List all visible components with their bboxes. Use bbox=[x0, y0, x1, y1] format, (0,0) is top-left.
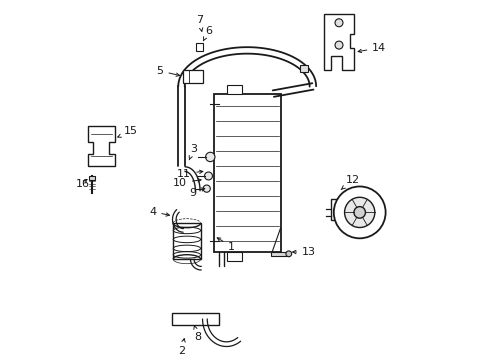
Text: 6: 6 bbox=[203, 26, 212, 41]
Polygon shape bbox=[88, 126, 115, 166]
Bar bbox=[89, 176, 95, 180]
Text: 14: 14 bbox=[357, 43, 386, 53]
Bar bbox=[271, 252, 288, 256]
Text: 9: 9 bbox=[188, 188, 204, 198]
Circle shape bbox=[203, 185, 210, 192]
Text: 10: 10 bbox=[173, 178, 201, 188]
Circle shape bbox=[204, 172, 212, 180]
Circle shape bbox=[353, 207, 365, 218]
Circle shape bbox=[285, 251, 291, 257]
Circle shape bbox=[334, 19, 342, 27]
Circle shape bbox=[334, 41, 342, 49]
Bar bbox=[330, 199, 346, 220]
Bar bbox=[172, 313, 219, 325]
Text: 3: 3 bbox=[189, 144, 197, 160]
Bar bbox=[173, 223, 200, 259]
Text: 8: 8 bbox=[193, 326, 201, 342]
Circle shape bbox=[344, 197, 374, 228]
Circle shape bbox=[333, 186, 385, 238]
Text: 7: 7 bbox=[196, 15, 203, 31]
Bar bbox=[227, 85, 241, 94]
Text: 1: 1 bbox=[217, 238, 235, 252]
Polygon shape bbox=[323, 14, 354, 70]
Text: 16: 16 bbox=[76, 179, 90, 189]
Circle shape bbox=[205, 152, 215, 162]
Text: 4: 4 bbox=[149, 207, 169, 217]
Bar bbox=[299, 65, 308, 72]
Text: 11: 11 bbox=[177, 168, 203, 179]
Bar bbox=[196, 43, 203, 51]
Bar bbox=[213, 94, 280, 252]
Text: 2: 2 bbox=[178, 338, 185, 356]
Bar bbox=[183, 70, 203, 83]
Text: 12: 12 bbox=[341, 175, 359, 190]
Text: 15: 15 bbox=[118, 126, 138, 137]
Text: 5: 5 bbox=[156, 66, 179, 76]
Text: 13: 13 bbox=[292, 247, 315, 257]
Bar bbox=[227, 252, 241, 261]
